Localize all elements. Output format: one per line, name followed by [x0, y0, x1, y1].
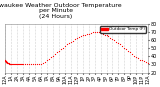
Point: [16, 64, 18, 65]
Point: [101, 33, 104, 35]
Point: [22, 64, 24, 65]
Point: [97, 31, 100, 33]
Point: [105, 35, 108, 36]
Point: [129, 52, 132, 53]
Point: [83, 34, 86, 35]
Point: [4, 60, 7, 61]
Point: [32, 64, 34, 65]
Point: [111, 38, 114, 39]
Point: [4, 60, 7, 61]
Point: [119, 44, 122, 45]
Legend: Outdoor Temp (F): Outdoor Temp (F): [100, 26, 146, 33]
Point: [115, 41, 118, 43]
Point: [7, 62, 10, 64]
Point: [133, 55, 136, 56]
Point: [58, 50, 60, 51]
Point: [64, 45, 66, 47]
Point: [68, 42, 70, 43]
Point: [103, 34, 106, 35]
Point: [143, 61, 145, 62]
Point: [123, 47, 126, 48]
Point: [87, 33, 90, 35]
Point: [145, 61, 148, 63]
Point: [17, 64, 20, 65]
Point: [91, 31, 94, 33]
Point: [141, 60, 144, 61]
Point: [10, 63, 12, 64]
Point: [69, 41, 72, 43]
Point: [12, 63, 15, 64]
Point: [54, 53, 56, 55]
Point: [14, 63, 16, 64]
Point: [5, 61, 8, 63]
Point: [73, 39, 76, 40]
Point: [89, 32, 92, 34]
Point: [40, 63, 42, 64]
Point: [34, 64, 36, 65]
Point: [8, 63, 11, 64]
Point: [13, 63, 16, 64]
Point: [56, 52, 58, 53]
Point: [4, 61, 7, 62]
Point: [117, 43, 120, 44]
Point: [4, 61, 7, 62]
Point: [9, 63, 12, 64]
Text: Milwaukee Weather Outdoor Temperature
per Minute
(24 Hours): Milwaukee Weather Outdoor Temperature pe…: [0, 3, 122, 19]
Point: [99, 32, 102, 34]
Point: [44, 61, 46, 63]
Point: [121, 45, 124, 47]
Point: [66, 44, 68, 45]
Point: [38, 63, 40, 64]
Point: [6, 62, 8, 64]
Point: [62, 47, 64, 48]
Point: [46, 60, 48, 61]
Point: [5, 61, 7, 63]
Point: [77, 36, 80, 38]
Point: [8, 63, 11, 64]
Point: [26, 64, 28, 65]
Point: [72, 40, 74, 42]
Point: [30, 64, 32, 65]
Point: [76, 37, 78, 39]
Point: [95, 31, 98, 33]
Point: [9, 63, 12, 64]
Point: [125, 48, 128, 50]
Point: [5, 61, 7, 63]
Point: [60, 48, 62, 50]
Point: [19, 64, 21, 65]
Point: [52, 55, 54, 56]
Point: [127, 50, 130, 51]
Point: [4, 61, 7, 62]
Point: [8, 62, 10, 64]
Point: [28, 64, 30, 65]
Point: [4, 61, 7, 62]
Point: [135, 56, 138, 58]
Point: [50, 56, 52, 58]
Point: [24, 64, 26, 65]
Point: [81, 35, 84, 36]
Point: [21, 64, 23, 65]
Point: [5, 61, 7, 63]
Point: [11, 63, 13, 64]
Point: [42, 62, 44, 64]
Point: [131, 53, 134, 55]
Point: [109, 37, 112, 39]
Point: [5, 61, 8, 63]
Point: [36, 64, 38, 65]
Point: [139, 59, 142, 60]
Point: [93, 31, 96, 33]
Point: [85, 33, 88, 35]
Point: [15, 63, 17, 64]
Point: [113, 40, 116, 41]
Point: [147, 62, 149, 64]
Point: [18, 64, 20, 65]
Point: [6, 62, 9, 64]
Point: [137, 57, 140, 59]
Point: [5, 61, 8, 63]
Point: [48, 58, 50, 60]
Point: [20, 64, 22, 65]
Point: [107, 36, 110, 37]
Point: [79, 36, 82, 37]
